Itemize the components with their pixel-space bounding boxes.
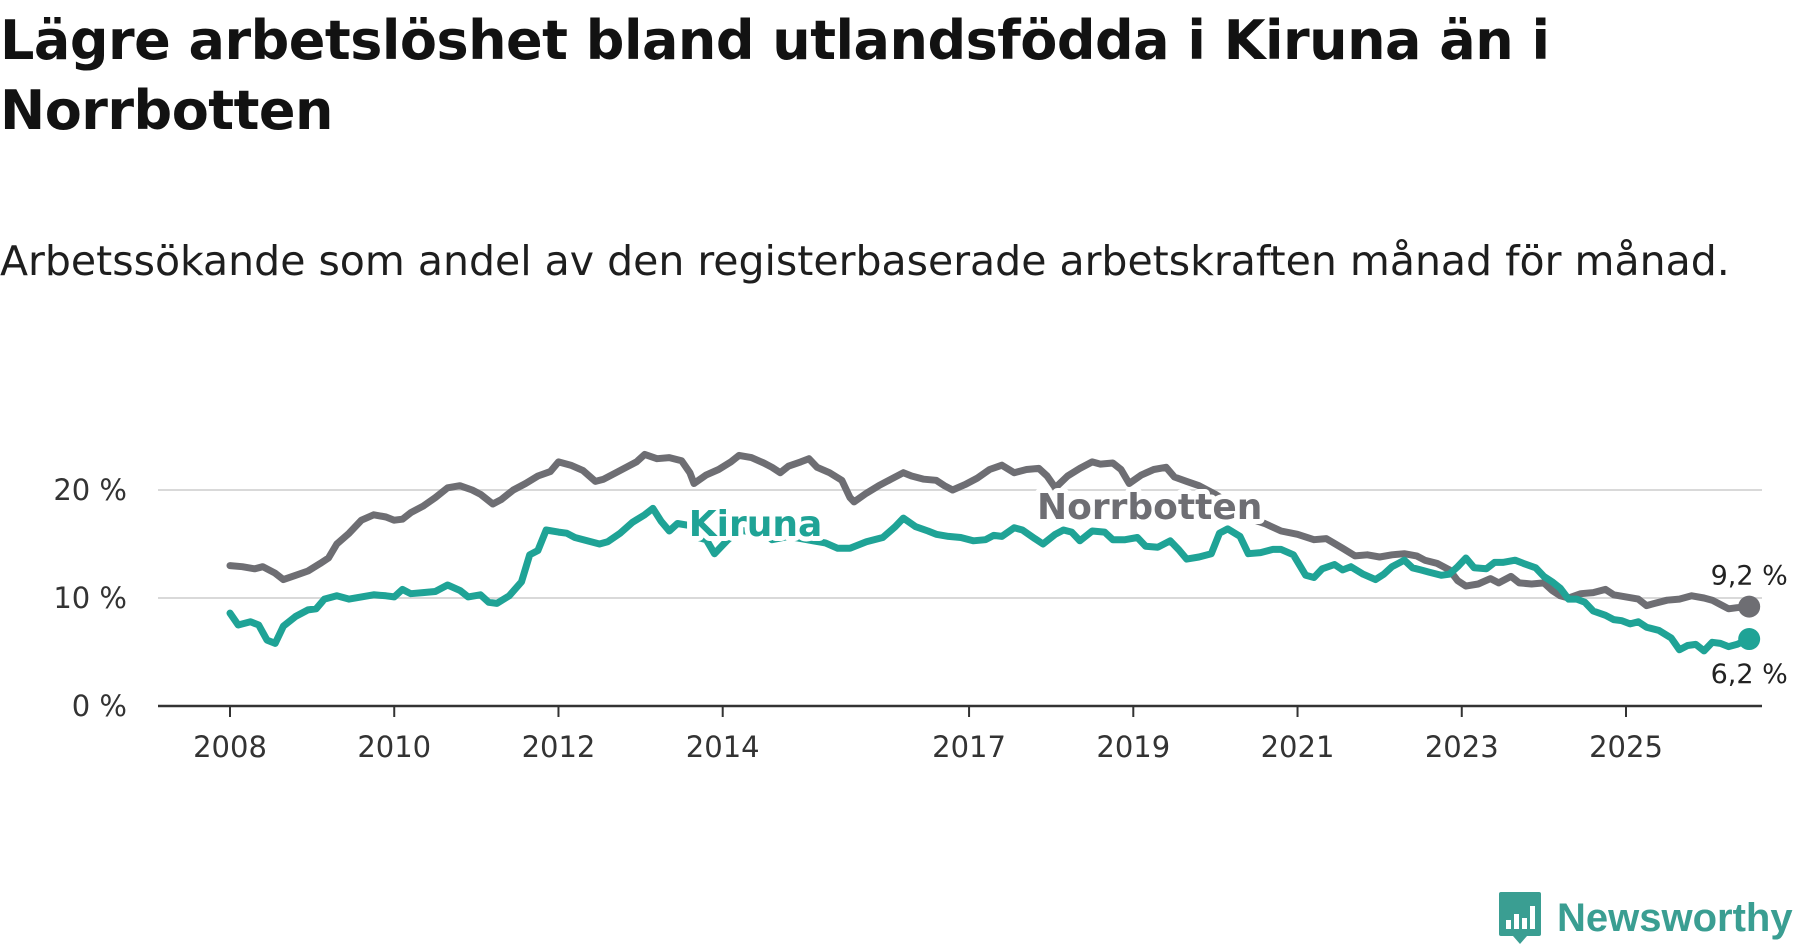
- x-tick-label: 2021: [1261, 730, 1335, 764]
- y-tick-label: 20 %: [53, 473, 127, 507]
- x-tick-label: 2008: [193, 730, 267, 764]
- y-axis-ticks: 0 % 10 % 20 %: [53, 473, 127, 723]
- chart-subtitle: Arbetssökande som andel av den registerb…: [0, 237, 1730, 285]
- y-tick-label: 0 %: [72, 689, 127, 723]
- series-label-norrbotten: Norrbotten: [1037, 487, 1262, 528]
- y-tick-label: 10 %: [53, 581, 127, 615]
- end-value-label-norrbotten: 9,2 %: [1711, 561, 1788, 592]
- chart-title: Lägre arbetslöshet bland utlandsfödda i …: [0, 9, 1550, 142]
- brand-name: Newsworthy: [1557, 895, 1793, 940]
- x-tick-label: 2025: [1589, 730, 1663, 764]
- series-labels: 9,2 % 6,2 % Norrbotten Kiruna: [684, 482, 1788, 690]
- x-tick-label: 2019: [1096, 730, 1170, 764]
- newsworthy-logo-icon: [1499, 892, 1541, 944]
- end-value-label-kiruna: 6,2 %: [1711, 659, 1788, 690]
- brand-logo[interactable]: Newsworthy: [1497, 890, 1793, 946]
- series-label-kiruna: Kiruna: [689, 504, 823, 545]
- end-point-norrbotten: [1738, 595, 1761, 618]
- series-line-kiruna: [226, 504, 1753, 655]
- series-lines: [226, 450, 1761, 655]
- x-axis: 2008 2010 2012 2014 2017 2019 2021 2023 2025: [158, 704, 1762, 764]
- x-tick-label: 2012: [522, 730, 596, 764]
- x-tick-label: 2014: [686, 730, 760, 764]
- series-line-norrbotten: [226, 450, 1753, 613]
- end-point-kiruna: [1738, 628, 1761, 651]
- x-tick-label: 2017: [932, 730, 1006, 764]
- x-tick-label: 2010: [357, 730, 431, 764]
- x-tick-label: 2023: [1425, 730, 1499, 764]
